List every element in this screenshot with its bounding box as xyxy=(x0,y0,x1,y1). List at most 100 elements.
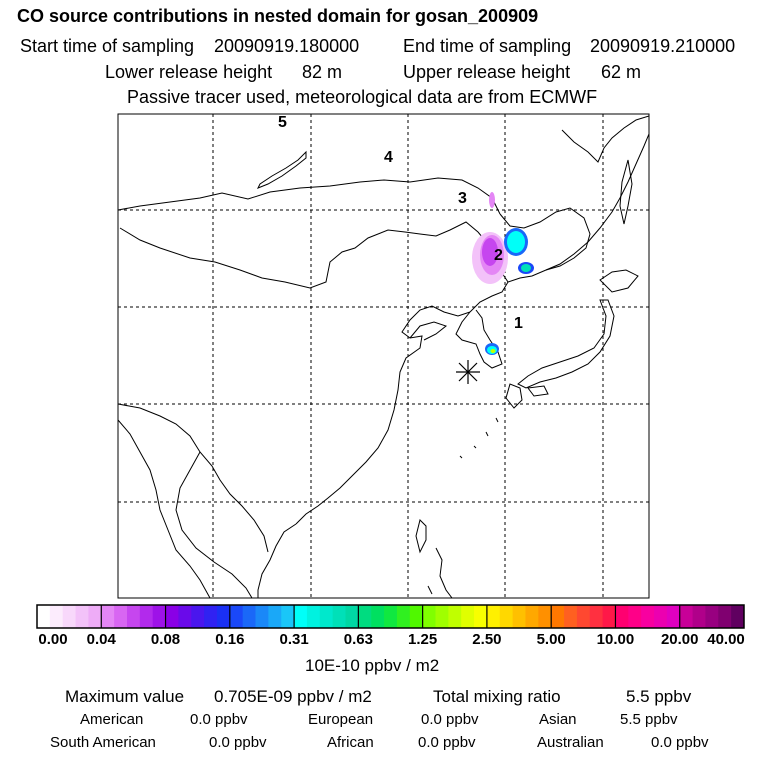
border-south-asia xyxy=(118,419,211,598)
colorbar-cell xyxy=(628,605,642,628)
coast-sea-of-okhotsk xyxy=(561,115,649,163)
start-time-label: Start time of sampling xyxy=(20,36,195,56)
total-mixing-label: Total mixing ratio xyxy=(433,687,561,706)
colorbar-cell xyxy=(409,605,424,628)
colorbar-cell xyxy=(319,605,334,628)
colorbar-cell xyxy=(294,605,308,628)
map-gridlines xyxy=(118,114,649,598)
colorbar-cell xyxy=(229,605,244,628)
chart-title: CO source contributions in nested domain… xyxy=(17,6,539,26)
plume-near-receptor xyxy=(485,343,499,355)
region-name-american: American xyxy=(80,711,144,728)
colorbar-cell xyxy=(62,605,76,628)
colorbar-cell xyxy=(525,605,539,628)
colorbar-cell xyxy=(101,605,115,628)
colorbar-cell xyxy=(692,605,706,628)
sakhalin xyxy=(619,159,633,225)
colorbar-tick-label: 0.31 xyxy=(279,631,309,648)
colorbar xyxy=(36,604,745,629)
colorbar-cell xyxy=(306,605,321,628)
region-name-south-american: South American xyxy=(50,734,156,751)
colorbar-cell xyxy=(448,605,462,628)
colorbar-frame xyxy=(36,604,745,629)
day-label-5: 5 xyxy=(278,114,287,131)
border-myanmar xyxy=(175,451,253,598)
colorbar-tick-label: 0.00 xyxy=(38,631,68,648)
colorbar-tick-label: 0.63 xyxy=(343,631,373,648)
total-mixing-value: 5.5 ppbv xyxy=(626,687,692,706)
colorbar-cell xyxy=(165,605,179,628)
philippines xyxy=(435,547,453,598)
region-value-american: 0.0 ppbv xyxy=(190,711,248,728)
colorbar-cell xyxy=(49,605,64,628)
coast-southeast-asia xyxy=(257,523,297,598)
end-time-label: End time of sampling xyxy=(403,36,572,56)
colorbar-cell xyxy=(422,605,436,628)
colorbar-cell xyxy=(486,605,501,628)
day-label-4: 4 xyxy=(384,149,393,166)
colorbar-cell xyxy=(499,605,514,628)
philippines-2 xyxy=(427,585,433,595)
colorbar-cell xyxy=(114,605,128,628)
colorbar-tick-label: 0.08 xyxy=(150,631,181,648)
region-name-european: European xyxy=(308,711,374,728)
map-panel: 1 2 3 4 5 xyxy=(117,113,650,599)
colorbar-cell xyxy=(718,605,732,628)
colorbar-cell xyxy=(474,605,488,628)
coast-shandong xyxy=(409,321,448,341)
region-value-south-american: 0.0 ppbv xyxy=(209,734,267,751)
region-value-african: 0.0 ppbv xyxy=(418,734,476,751)
day-label-3: 3 xyxy=(458,190,467,207)
region-name-australian: Australian xyxy=(537,734,604,751)
coast-russia-far-east xyxy=(545,133,649,271)
colorbar-tick-label: 0.04 xyxy=(86,631,116,648)
colorbar-cell xyxy=(371,605,385,628)
lake-baikal xyxy=(256,150,307,189)
colorbar-cell xyxy=(641,605,655,628)
colorbar-tick-label: 40.00 xyxy=(707,631,745,648)
colorbar-tick-label: 1.25 xyxy=(408,631,438,648)
japan-shikoku xyxy=(527,385,549,397)
colorbar-cell xyxy=(654,605,668,628)
border-northeast xyxy=(499,207,591,283)
region-value-asian: 5.5 ppbv xyxy=(620,711,678,728)
colorbar-cell xyxy=(75,605,89,628)
colorbar-cell xyxy=(281,605,295,628)
colorbar-cell xyxy=(88,605,102,628)
colorbar-cell xyxy=(512,605,526,628)
colorbar-cell xyxy=(255,605,269,628)
japan-kyushu xyxy=(505,383,523,409)
colorbar-tick-label: 0.16 xyxy=(215,631,245,648)
coast-korea xyxy=(455,309,503,369)
colorbar-cell xyxy=(191,605,205,628)
region-name-asian: Asian xyxy=(539,711,577,728)
lower-release-label: Lower release height xyxy=(105,62,273,82)
upper-release-label: Upper release height xyxy=(403,62,571,82)
colorbar-cell xyxy=(435,605,449,628)
border-china-mongolia xyxy=(119,221,489,289)
ryukyu-islands xyxy=(459,417,499,459)
colorbar-cell xyxy=(139,605,154,628)
max-value-label: Maximum value xyxy=(65,687,185,706)
region-value-australian: 0.0 ppbv xyxy=(651,734,709,751)
day-label-1: 1 xyxy=(514,315,523,332)
colorbar-cell xyxy=(396,605,411,628)
colorbar-cell xyxy=(564,605,578,628)
colorbar-cell xyxy=(216,605,231,628)
colorbar-cell xyxy=(679,605,693,628)
colorbar-cell xyxy=(731,605,745,628)
plume-northeast xyxy=(472,192,534,284)
colorbar-cell xyxy=(538,605,552,628)
colorbar-cell xyxy=(615,605,629,628)
colorbar-cell xyxy=(178,605,192,628)
max-value: 0.705E-09 ppbv / m2 xyxy=(214,687,372,706)
colorbar-cell xyxy=(384,605,398,628)
colorbar-cell xyxy=(37,605,51,628)
taiwan xyxy=(415,519,427,554)
colorbar-cell xyxy=(126,605,141,628)
colorbar-cell xyxy=(152,605,166,628)
border-mongolia-north xyxy=(118,177,501,215)
colorbar-cell xyxy=(576,605,591,628)
colorbar-tick-label: 10.00 xyxy=(596,631,635,648)
colorbar-cell xyxy=(204,605,218,628)
